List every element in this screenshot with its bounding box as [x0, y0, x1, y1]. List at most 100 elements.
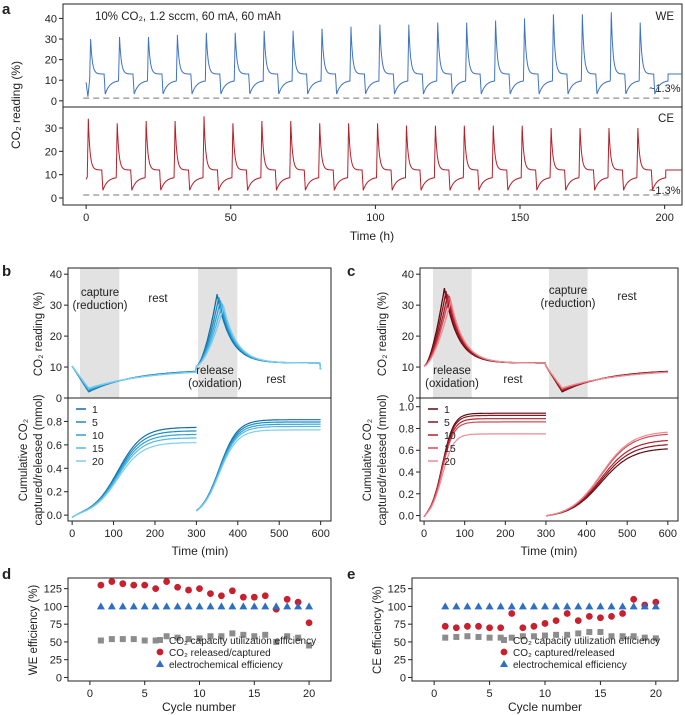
- circle-point: [185, 586, 192, 594]
- circle-point: [519, 624, 527, 632]
- triangle-point: [283, 602, 292, 610]
- panel-e-ylabel: CE efficiency (%): [372, 586, 384, 674]
- panel-c-bottom-ylabel-2: captured/released (mmol): [377, 394, 389, 525]
- panel-c-top-ytick-label: 40: [402, 269, 414, 281]
- triangle-point: [541, 602, 549, 610]
- square-point: [196, 635, 203, 642]
- circle-point: [239, 593, 247, 601]
- circle-point: [652, 598, 660, 606]
- panel-e-xlabel: Cycle number: [508, 700, 582, 714]
- circle-point: [196, 585, 203, 593]
- triangle-point: [294, 602, 303, 610]
- cumulative-series-b-1: [545, 448, 668, 517]
- square-point: [130, 636, 137, 643]
- reading-series-20: [71, 304, 322, 389]
- triangle-point: [96, 602, 105, 610]
- square-point: [207, 633, 214, 640]
- panel-d-xtick-label: 10: [193, 688, 205, 700]
- square-point: [97, 637, 104, 644]
- square-point: [630, 633, 637, 640]
- triangle-point: [184, 602, 193, 610]
- circle-point: [630, 595, 638, 603]
- panel-b-xtick-label: 600: [311, 528, 329, 540]
- panel-label-c: c: [347, 263, 355, 280]
- triangle-point: [162, 602, 171, 610]
- circle-point: [475, 622, 482, 630]
- legend-label: CO₂ capacity utilization efficiency: [513, 636, 660, 647]
- triangle-point: [585, 602, 594, 610]
- triangle-point: [563, 602, 572, 610]
- panel-d: WE efficiency (%) Cycle number 0 5 10 15 20 0…: [28, 577, 332, 714]
- square-point: [218, 633, 225, 640]
- panel-c-xtick-label: 500: [618, 528, 636, 540]
- square-point: [597, 628, 604, 635]
- legend-square-marker: [157, 637, 163, 643]
- circle-point: [141, 581, 149, 589]
- panel-d-xtick-label: 0: [87, 688, 93, 700]
- panel-a-xtick-label: 100: [366, 212, 384, 224]
- square-point: [262, 631, 269, 638]
- panel-b: capture (reduction) rest release (oxidat…: [18, 267, 332, 558]
- cumulative-series-a-20: [71, 442, 197, 518]
- panel-a-xlabel: Time (h): [350, 229, 394, 243]
- panel-d-xtick-label: 20: [303, 688, 315, 700]
- panel-c-top-ytick-label: 30: [402, 300, 414, 312]
- panel-a-top-ytick-label: 10: [45, 75, 57, 87]
- square-point: [174, 634, 181, 641]
- circle-point: [552, 617, 560, 625]
- square-point: [553, 631, 560, 638]
- legend-label-15: 15: [444, 443, 456, 455]
- panel-c-xtick-label: 0: [421, 528, 427, 540]
- panel-d-ytick-label: 50: [50, 637, 62, 649]
- panel-e-xtick-label: 5: [487, 688, 493, 700]
- square-point: [453, 633, 460, 640]
- square-point: [163, 633, 170, 640]
- panel-a-we-annotation: ~1.3%: [649, 83, 681, 95]
- circle-point: [130, 581, 138, 589]
- panel-b-xtick-label: 0: [69, 528, 75, 540]
- panel-b-top-ytick-label: 20: [50, 331, 62, 343]
- panel-c-frame: [419, 267, 679, 522]
- panel-c-xtick-label: 600: [659, 528, 677, 540]
- panel-c-xtick-label: 100: [456, 528, 474, 540]
- legend-circle-marker: [156, 648, 164, 656]
- panel-e-ytick-label: 50: [394, 637, 406, 649]
- triangle-point: [217, 602, 226, 610]
- panel-d-ylabel: WE efficiency (%): [28, 585, 40, 676]
- legend-label-5: 5: [444, 417, 450, 429]
- panel-c-bottom-ytick-label: 0.4: [399, 467, 414, 479]
- panel-b-label-oxidation: (oxidation): [188, 378, 242, 390]
- panel-b-xtick-label: 200: [146, 528, 164, 540]
- panel-b-label-release: release: [196, 365, 234, 377]
- triangle-point: [151, 602, 160, 610]
- panel-d-ytick-label: 100: [44, 601, 62, 613]
- panel-b-xtick-label: 100: [104, 528, 122, 540]
- panel-b-bottom-ytick-label: 0.6: [47, 440, 62, 452]
- square-point: [497, 634, 504, 641]
- panel-c-xlabel: Time (min): [521, 544, 578, 558]
- circle-point: [530, 622, 538, 630]
- triangle-point: [463, 602, 472, 610]
- panel-b-label-reduction: (reduction): [73, 300, 128, 312]
- cumulative-series-a-5: [71, 430, 197, 518]
- panel-d-ytick-label: 0: [56, 672, 62, 684]
- panel-c-xtick-label: 400: [577, 528, 595, 540]
- cumulative-series-b-20: [545, 431, 668, 517]
- panel-a: 10% CO₂, 1.2 sccm, 60 mA, 60 mAh WE CE ~…: [9, 3, 683, 243]
- panel-a-bottom-ytick-label: 30: [45, 123, 57, 135]
- triangle-point: [596, 602, 605, 610]
- triangle-point: [173, 602, 182, 610]
- panel-c-top-ytick-label: 0: [408, 393, 414, 405]
- panel-d-xlabel: Cycle number: [162, 700, 236, 714]
- cumulative-series-a-20: [423, 433, 546, 517]
- legend-label-15: 15: [92, 443, 104, 455]
- legend-label-1: 1: [444, 404, 450, 416]
- triangle-point: [574, 602, 583, 610]
- cumulative-series-b-20: [196, 429, 321, 512]
- triangle-point: [496, 602, 505, 610]
- legend-label-1: 1: [92, 404, 98, 416]
- cumulative-series-a-15: [71, 437, 197, 518]
- panel-b-top-ytick-label: 10: [50, 362, 62, 374]
- panel-b-top-ytick-label: 40: [50, 269, 62, 281]
